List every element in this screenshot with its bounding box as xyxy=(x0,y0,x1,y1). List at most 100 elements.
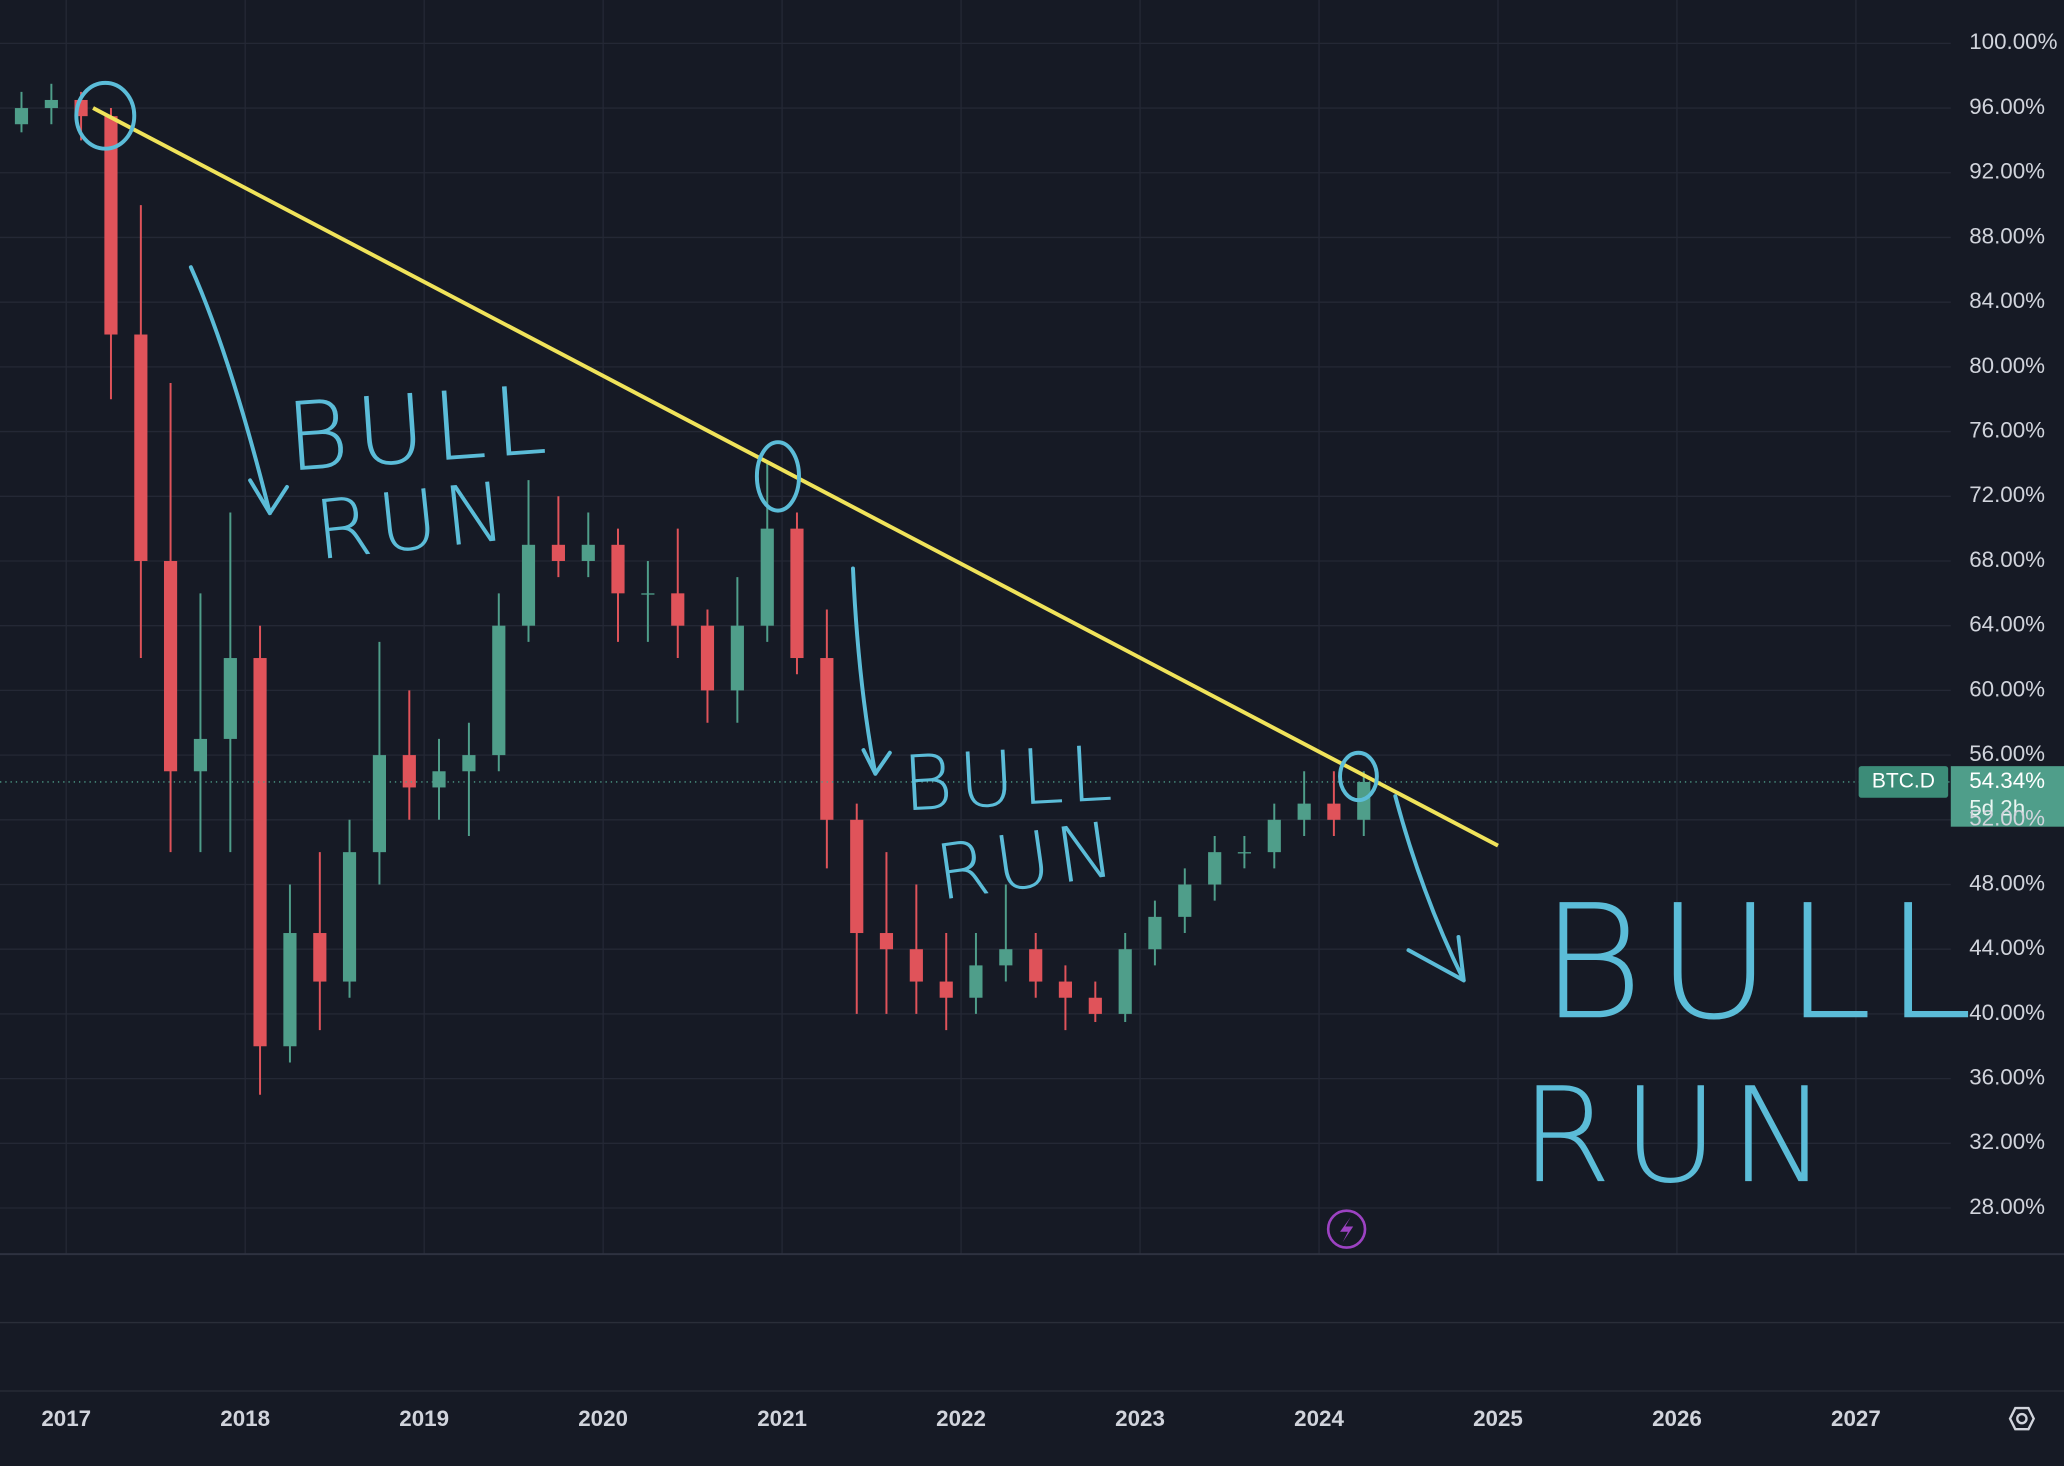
y-tick-label: 28.00% xyxy=(1969,1194,2045,1219)
candle-body xyxy=(1297,803,1311,820)
candle-body xyxy=(492,625,506,756)
x-tick-label: 2021 xyxy=(757,1406,807,1431)
x-tick-label: 2017 xyxy=(41,1406,91,1431)
candle-body xyxy=(342,852,357,982)
candle-body xyxy=(44,99,58,109)
x-tick-label: 2024 xyxy=(1294,1406,1344,1431)
circle-mark xyxy=(1338,750,1379,803)
y-tick-label: 100.00% xyxy=(1969,29,2057,54)
x-tick-label: 2022 xyxy=(936,1406,986,1431)
y-tick-label: 76.00% xyxy=(1969,417,2045,442)
annotation: BULL xyxy=(900,729,1120,829)
y-tick-label: 84.00% xyxy=(1969,288,2045,313)
candle-body xyxy=(1178,884,1192,917)
candle-body xyxy=(104,116,118,335)
y-tick-label: 48.00% xyxy=(1969,870,2045,895)
arrow xyxy=(1393,794,1466,983)
candle-body xyxy=(939,981,953,998)
settings-dot xyxy=(2016,1412,2028,1425)
candle-body xyxy=(1237,852,1251,854)
candle-body xyxy=(879,933,894,950)
y-tick-label: 44.00% xyxy=(1969,935,2045,960)
y-tick-label: 88.00% xyxy=(1969,223,2045,248)
candle-body xyxy=(521,544,536,626)
candle-body xyxy=(909,949,923,982)
candle-body xyxy=(313,933,327,982)
x-tick-label: 2020 xyxy=(578,1406,628,1431)
arrow xyxy=(188,265,289,516)
x-tick-label: 2018 xyxy=(220,1406,270,1431)
candle-body xyxy=(223,658,237,739)
annotation: BULL xyxy=(283,365,557,493)
candle-body xyxy=(820,658,834,820)
y-tick-label: 32.00% xyxy=(1969,1129,2045,1154)
candle-body xyxy=(730,625,744,691)
price-box xyxy=(1950,766,2064,827)
y-tick-label: 36.00% xyxy=(1969,1065,2045,1090)
candles xyxy=(14,83,1371,1095)
settings-icon[interactable] xyxy=(2008,1406,2036,1431)
circle-mark xyxy=(74,80,137,151)
candle-body xyxy=(969,965,983,998)
x-tick-label: 2026 xyxy=(1652,1406,1702,1431)
event-icon-bolt xyxy=(1340,1217,1354,1243)
candle-body xyxy=(462,755,476,772)
candle-body xyxy=(432,771,446,788)
candle-body xyxy=(551,544,565,561)
candle-body xyxy=(193,738,208,772)
arrow xyxy=(851,566,892,776)
grid xyxy=(0,0,1951,1255)
candle-body xyxy=(581,544,595,561)
y-tick-label: 40.00% xyxy=(1969,1000,2045,1025)
symbol-box xyxy=(1858,766,1949,798)
candle-body xyxy=(253,658,267,1047)
x-tick-label: 2019 xyxy=(399,1406,449,1431)
doodles xyxy=(74,80,2036,1431)
annotation: RUN xyxy=(1520,1060,1838,1213)
circle-mark xyxy=(754,440,801,513)
annotation: BULL xyxy=(1540,871,1986,1055)
event-icon[interactable] xyxy=(1326,1209,1367,1249)
candle-body xyxy=(700,625,715,691)
y-tick-label: 68.00% xyxy=(1969,547,2045,572)
candle-body xyxy=(611,544,625,594)
x-tick-label: 2025 xyxy=(1473,1406,1523,1431)
y-tick-label: 52.00% xyxy=(1969,806,2045,831)
countdown-label: 5d 2h xyxy=(1969,795,2025,820)
candle-body xyxy=(760,528,774,626)
candle-body xyxy=(850,819,864,934)
candle-body xyxy=(1118,949,1132,1014)
candle-body xyxy=(999,949,1013,966)
candle-body xyxy=(790,528,804,659)
candle-body xyxy=(402,755,416,788)
annotation: RUN xyxy=(310,464,516,579)
x-tick-label: 2023 xyxy=(1115,1406,1165,1431)
settings-hex xyxy=(2008,1406,2036,1431)
candle-body xyxy=(1058,981,1073,998)
candle-body xyxy=(1148,916,1162,950)
y-tick-label: 80.00% xyxy=(1969,353,2045,378)
candle-body xyxy=(1088,997,1102,1014)
candle-body xyxy=(1327,803,1341,820)
symbol-label: BTC.D xyxy=(1872,770,1935,793)
candle-body xyxy=(163,560,178,772)
candle-body xyxy=(1267,819,1281,853)
y-tick-label: 96.00% xyxy=(1969,94,2045,119)
candle-body xyxy=(372,755,387,853)
candle-body xyxy=(641,593,655,595)
candle-body xyxy=(283,933,297,1047)
y-tick-label: 64.00% xyxy=(1969,612,2045,637)
x-tick-label: 2027 xyxy=(1831,1406,1881,1431)
candle-body xyxy=(1208,852,1222,885)
candle-body xyxy=(134,334,148,561)
y-tick-label: 92.00% xyxy=(1969,159,2045,184)
trendline xyxy=(92,106,1499,848)
candle-body xyxy=(14,108,29,125)
candle-body xyxy=(671,593,685,626)
y-tick-label: 60.00% xyxy=(1969,676,2045,701)
y-tick-label: 56.00% xyxy=(1969,741,2045,766)
